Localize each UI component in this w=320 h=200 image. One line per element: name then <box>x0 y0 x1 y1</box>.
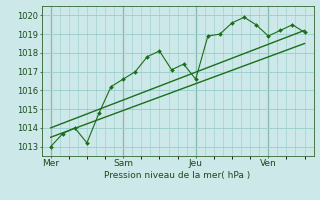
X-axis label: Pression niveau de la mer( hPa ): Pression niveau de la mer( hPa ) <box>104 171 251 180</box>
